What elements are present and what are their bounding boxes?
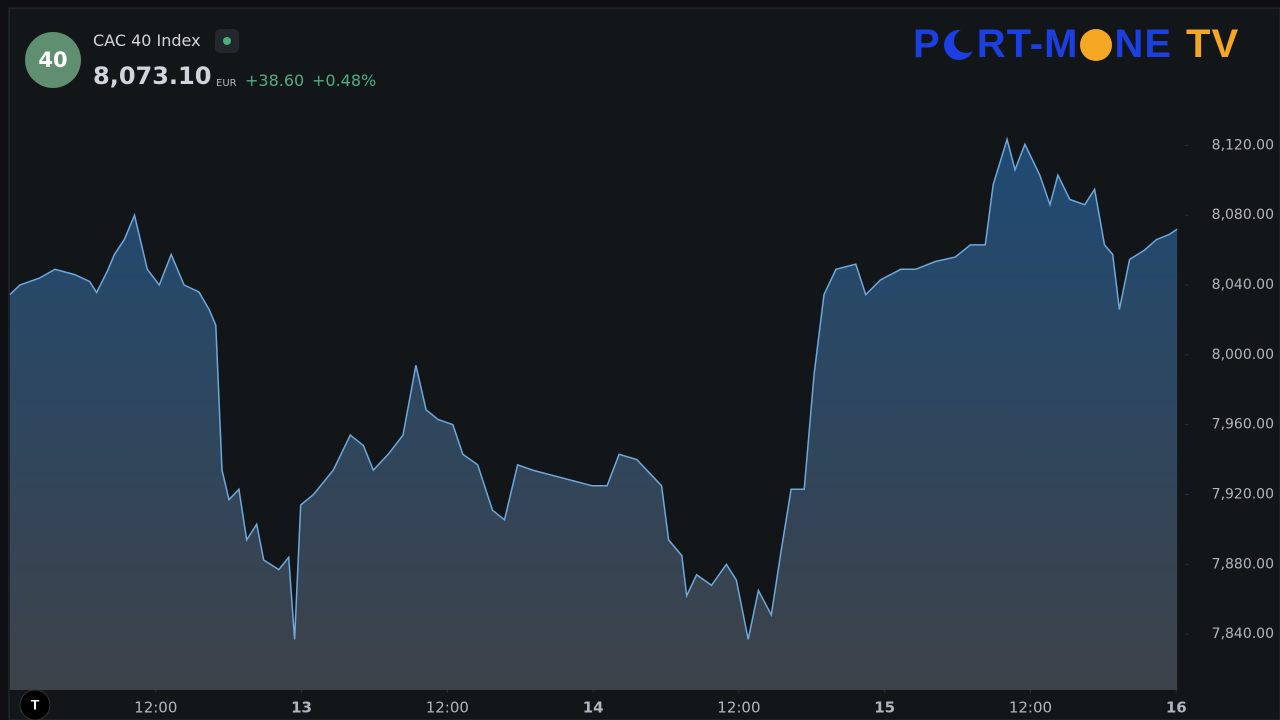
change-percent: +0.48% [312, 71, 377, 90]
logo-sun [1080, 28, 1113, 61]
x-tick-label: 12:00 [1009, 699, 1052, 717]
y-tick-label: 8,080.00 [1212, 207, 1274, 223]
change: +38.60 [245, 71, 305, 90]
y-tick-label: 8,120.00 [1212, 137, 1274, 153]
area-fill [10, 139, 1178, 690]
tradingview-icon: T [19, 689, 51, 720]
price-line [9, 136, 1178, 640]
logo-text: RT-M [976, 22, 1079, 66]
svg-text:T: T [31, 697, 40, 713]
plot-area: 7,840.00 7,880.00 7,920.00 7,960.00 8,000.00… [9, 136, 1274, 717]
y-tick-label: 7,880.00 [1212, 556, 1274, 572]
y-tick-label: 7,960.00 [1212, 417, 1274, 433]
last-price: 8,073.10 [93, 62, 212, 90]
x-tick-label: 16 [1166, 699, 1187, 717]
status-dot [215, 29, 239, 53]
badge-text: 40 [38, 48, 68, 72]
x-tick-label: 13 [291, 699, 312, 717]
currency: EUR [216, 78, 237, 89]
x-tick-label: 15 [874, 699, 895, 717]
logo-moon [943, 28, 977, 60]
logo: P RT-M NE TV [913, 22, 1239, 67]
x-tick-label: 12:00 [426, 699, 469, 717]
logo-text: NE [1114, 22, 1173, 66]
x-tick-label: 12:00 [717, 699, 760, 717]
badge: 40 [25, 32, 81, 88]
y-tick-label: 7,840.00 [1212, 626, 1274, 642]
y-tick-label: 8,040.00 [1212, 277, 1274, 293]
y-tick-label: 7,920.00 [1212, 486, 1274, 502]
logo-text: TV [1186, 22, 1240, 66]
logo-text: P [913, 22, 941, 66]
y-tick-label: 8,000.00 [1212, 347, 1274, 363]
instrument-name: CAC 40 Index [93, 31, 201, 50]
x-tick-label: 12:00 [134, 699, 177, 717]
x-tick-label: 14 [583, 699, 604, 717]
